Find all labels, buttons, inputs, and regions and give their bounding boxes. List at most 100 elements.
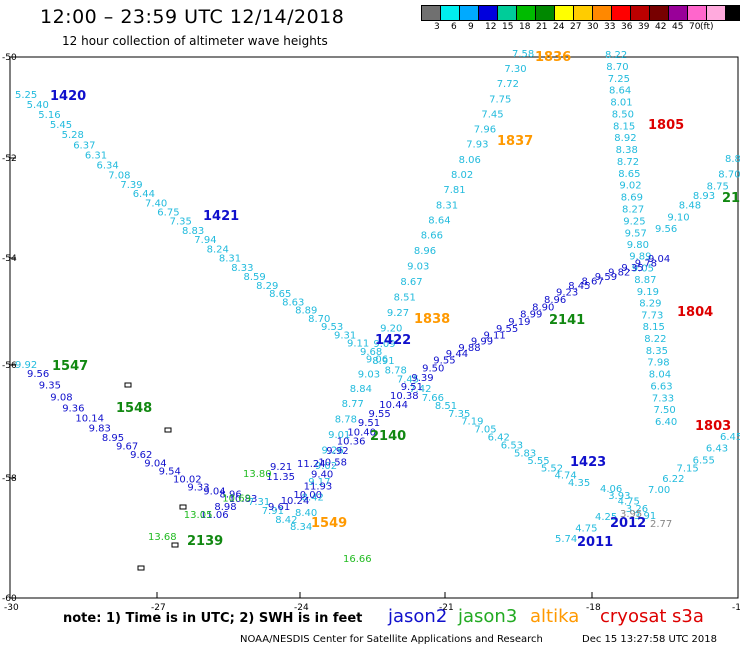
wave-height-label: 9.35 <box>621 263 643 274</box>
track-id-label: 1803 <box>695 419 731 434</box>
wave-height-label: 9.83 <box>89 423 111 434</box>
colorbar-label: 27 <box>570 22 582 32</box>
lat-label: -58 <box>2 474 17 484</box>
wave-height-label: 10.69 <box>222 493 251 504</box>
wave-height-label: 7.30 <box>504 64 526 75</box>
wave-height-label: 8.84 <box>350 384 372 395</box>
wave-height-label: 9.51 <box>358 418 380 429</box>
wave-height-label: 7.35 <box>170 217 192 228</box>
wave-height-label: 2.77 <box>650 519 672 530</box>
track-id-label: 1549 <box>311 516 347 531</box>
wave-height-label: 9.02 <box>315 461 337 472</box>
wave-height-label: 10.02 <box>173 475 202 486</box>
wave-height-label: 3.93 <box>608 491 630 502</box>
wave-height-label: 8.90 <box>532 302 554 313</box>
wave-height-label: 9.53 <box>321 322 343 333</box>
wave-height-label: 9.03 <box>407 262 429 273</box>
lat-label: -50 <box>2 53 17 63</box>
wave-height-label: 8.8 <box>725 154 740 165</box>
wave-height-label: 11.24 <box>297 459 326 470</box>
wave-height-label: 4.75 <box>575 523 597 534</box>
lon-label: -21 <box>439 603 454 613</box>
wave-height-label: 9.82 <box>608 268 630 279</box>
wave-height-label: 5.25 <box>15 90 37 101</box>
wave-height-label: 10.83 <box>229 494 258 505</box>
track-id-label: 1837 <box>497 134 533 149</box>
wave-height-label: 9.05 <box>632 263 654 274</box>
footer-note: note: 1) Time is in UTC; 2) SWH is in fe… <box>63 611 363 626</box>
wave-height-label: 8.22 <box>605 50 627 61</box>
wave-height-label: 8.65 <box>618 169 640 180</box>
satellite-legend-item: s3a <box>672 606 704 627</box>
wave-height-label: 8.96 <box>414 246 436 257</box>
wave-height-label: 6.40 <box>655 417 677 428</box>
wave-height-label: 9.57 <box>625 228 647 239</box>
wave-height-label: 8.15 <box>613 121 635 132</box>
map-subtitle: 12 hour collection of altimeter wave hei… <box>62 34 328 48</box>
wave-height-label: 7.66 <box>422 393 444 404</box>
wave-height-label: 8.31 <box>436 200 458 211</box>
wave-height-label: 6.45 <box>720 432 740 443</box>
colorbar-label: 6 <box>451 22 457 32</box>
wave-height-label: 8.78 <box>385 366 407 377</box>
wave-height-label: 7.45 <box>481 109 503 120</box>
lon-label: -24 <box>294 603 309 613</box>
wave-height-label: 8.22 <box>644 334 666 345</box>
wave-height-label: 9.56 <box>27 369 49 380</box>
island-outline <box>179 504 187 510</box>
wave-height-label: 9.19 <box>508 317 530 328</box>
wave-height-label: 8.15 <box>643 322 665 333</box>
wave-height-label: 8.38 <box>616 145 638 156</box>
wave-height-label: 9.20 <box>380 324 402 335</box>
wave-height-label: 9.10 <box>667 213 689 224</box>
wave-height-label: 9.35 <box>39 381 61 392</box>
satellite-legend-item: jason2 <box>388 606 448 627</box>
lon-label: -27 <box>151 603 166 613</box>
wave-height-label: 9.51 <box>401 382 423 393</box>
wave-height-label: 8.96 <box>220 490 242 501</box>
satellite-legend-item: cryosat <box>600 606 667 627</box>
wave-height-label: 5.55 <box>527 456 549 467</box>
wave-height-label: 5.28 <box>62 130 84 141</box>
wave-height-label: 13.05 <box>184 510 213 521</box>
wave-height-label: 8.01 <box>610 98 632 109</box>
satellite-legend-item: altika <box>530 606 580 627</box>
wave-height-label: 6.63 <box>650 381 672 392</box>
wave-height-label: 9.21 <box>270 462 292 473</box>
wave-height-label: 9.09 <box>373 339 395 350</box>
wave-height-label: 8.70 <box>718 169 740 180</box>
colorbar-label: 70 <box>689 22 701 32</box>
wave-height-label: 8.96 <box>544 295 566 306</box>
wave-height-label: 4.35 <box>568 478 590 489</box>
wave-height-label: 9.25 <box>623 216 645 227</box>
lat-label: -60 <box>2 594 17 604</box>
wave-height-label: 6.37 <box>73 140 95 151</box>
wave-height-label: 9.03 <box>358 369 380 380</box>
wave-height-label: 9.55 <box>369 409 391 420</box>
wave-height-label: 8.64 <box>609 86 631 97</box>
wave-height-label: 10.58 <box>318 458 347 469</box>
wave-height-label: 8.29 <box>256 281 278 292</box>
wave-height-label: 9.23 <box>556 288 578 299</box>
wave-height-label: 8.33 <box>231 263 253 274</box>
track-id-label: 1421 <box>203 209 239 224</box>
wave-height-label: 8.92 <box>614 133 636 144</box>
wave-height-label: 8.50 <box>612 109 634 120</box>
wave-height-label: 8.67 <box>400 277 422 288</box>
wave-height-label: 9.78 <box>635 259 657 270</box>
map-frame <box>9 56 739 599</box>
wave-height-label: 7.45 <box>397 375 419 386</box>
wave-height-label: 7.91 <box>262 506 284 517</box>
track-id-label: 1422 <box>375 333 411 348</box>
wave-height-label: 7.05 <box>474 425 496 436</box>
track-id-label: 2139 <box>187 534 223 549</box>
wave-height-label: 5.74 <box>555 534 577 545</box>
wave-height-label: 7.81 <box>443 185 465 196</box>
wave-height-label: 3.26 <box>626 504 648 515</box>
wave-height-label: 7.42 <box>409 384 431 395</box>
wave-height-label: 7.93 <box>466 140 488 151</box>
wave-height-label: 9.01 <box>328 430 350 441</box>
footer-credit: NOAA/NESDIS Center for Satellite Applica… <box>240 634 543 645</box>
wave-height-label: 10.24 <box>281 496 310 507</box>
